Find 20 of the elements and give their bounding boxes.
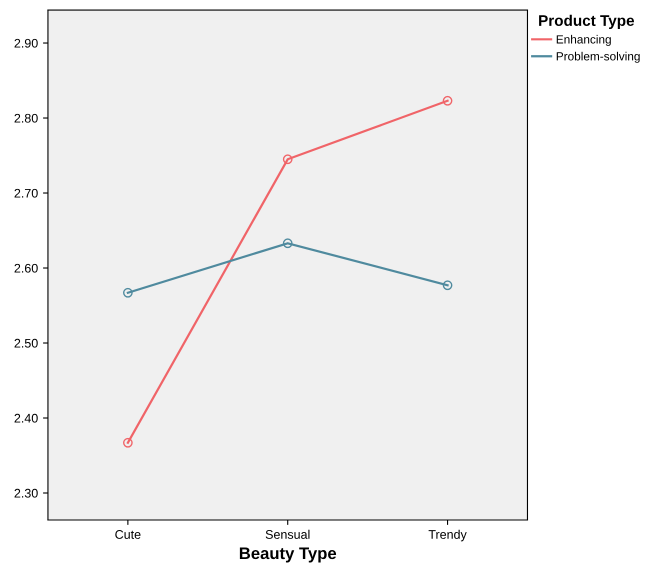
point xyxy=(442,96,452,106)
y-tick-label: 2.30 xyxy=(14,488,38,498)
y-tick-label: 2.80 xyxy=(14,114,38,123)
y-tick-label: 2.90 xyxy=(14,38,38,48)
legend-title: Product Type xyxy=(539,14,634,29)
y-tick-label: 2.50 xyxy=(14,338,38,348)
x-tick-label: Trendy xyxy=(428,530,467,542)
point xyxy=(123,288,133,298)
x-axis-title: Beauty Type xyxy=(240,548,336,562)
point xyxy=(282,238,293,248)
point xyxy=(442,280,452,290)
x-tick-label: Cute xyxy=(115,530,141,539)
point xyxy=(282,154,293,164)
point xyxy=(123,438,133,448)
y-tick-label: 2.40 xyxy=(14,414,38,423)
legend-label: Enhancing xyxy=(556,34,611,46)
x-tick-label: Sensual xyxy=(266,530,310,539)
y-tick-label: 2.60 xyxy=(14,264,38,273)
y-tick-label: 2.70 xyxy=(14,188,38,198)
legend-label: Problem-solving xyxy=(556,52,640,63)
